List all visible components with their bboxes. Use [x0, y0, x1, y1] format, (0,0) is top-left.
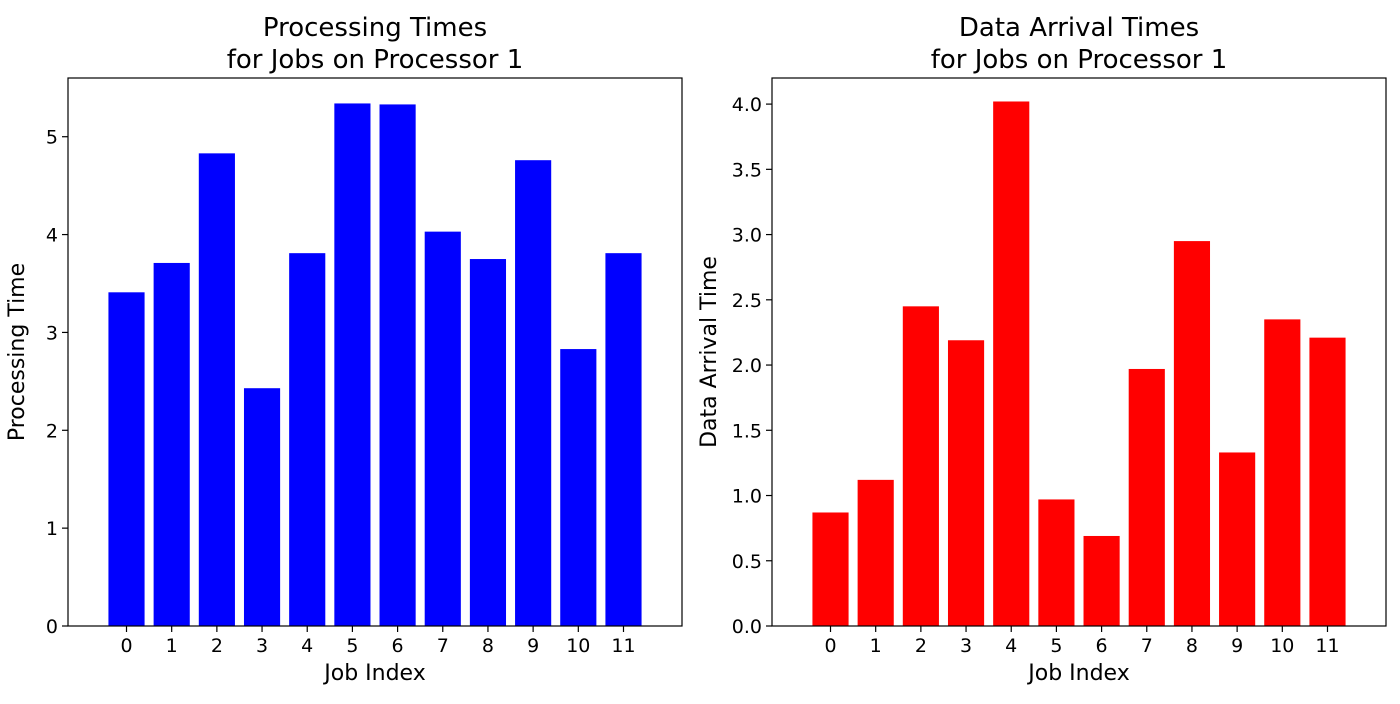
x-tick-label: 10: [1270, 635, 1294, 657]
x-tick-label: 5: [346, 635, 358, 657]
bar-11: [605, 253, 642, 626]
y-tick-label: 1: [46, 518, 58, 540]
bar-8: [469, 259, 507, 626]
x-tick-label: 9: [1231, 635, 1243, 657]
bar-7: [1128, 368, 1165, 626]
y-tick-label: 3.5: [732, 159, 762, 181]
x-tick-label: 11: [1315, 635, 1339, 657]
x-tick-label: 2: [915, 635, 927, 657]
bar-8: [1173, 241, 1211, 626]
x-tick-label: 3: [256, 635, 268, 657]
bar-6: [1083, 535, 1120, 626]
x-tick-label: 7: [437, 635, 449, 657]
x-tick-label: 0: [824, 635, 836, 657]
x-tick-label: 4: [1005, 635, 1017, 657]
y-axis-label: Data Arrival Time: [697, 256, 722, 448]
bar-1: [857, 479, 894, 626]
bar-4: [289, 253, 326, 626]
bar-9: [515, 160, 552, 626]
x-tick-label: 7: [1141, 635, 1153, 657]
plot-frame: [771, 77, 1387, 627]
x-tick-label: 10: [566, 635, 590, 657]
y-tick-label: 0: [46, 616, 58, 638]
plot-frame: [67, 77, 683, 627]
y-tick-label: 5: [46, 127, 58, 149]
x-axis-label: Job Index: [322, 661, 425, 686]
x-tick-label: 6: [392, 635, 404, 657]
y-tick-label: 2: [46, 420, 58, 442]
y-tick-label: 2.0: [732, 355, 762, 377]
y-tick-label: 1.0: [732, 486, 762, 508]
chart-title: for Jobs on Processor 1: [227, 45, 524, 75]
x-tick-label: 8: [482, 635, 494, 657]
bar-11: [1309, 337, 1346, 626]
bar-0: [812, 512, 849, 626]
y-tick-label: 0.5: [732, 551, 762, 573]
chart-title: Data Arrival Times: [959, 13, 1199, 43]
bar-6: [379, 104, 416, 626]
x-tick-label: 6: [1096, 635, 1108, 657]
y-tick-label: 4.0: [732, 94, 762, 116]
y-axis-label: Processing Time: [5, 263, 30, 441]
x-tick-label: 9: [527, 635, 539, 657]
x-tick-label: 0: [120, 635, 132, 657]
bar-1: [153, 262, 190, 626]
bar-2: [198, 153, 235, 626]
y-tick-label: 3: [46, 322, 58, 344]
y-tick-label: 2.5: [732, 290, 762, 312]
bar-9: [1219, 452, 1256, 626]
chart-1: 0 1 2 3 4 5 6 7 8 9 10 11 0.0 0.5 1.0 1.5 2.0 2.5 3.0 3.5 4.…: [697, 13, 1387, 686]
x-tick-label: 5: [1050, 635, 1062, 657]
bar-10: [1264, 319, 1301, 626]
x-tick-label: 1: [870, 635, 882, 657]
y-tick-label: 1.5: [732, 420, 762, 442]
x-tick-label: 1: [166, 635, 178, 657]
bar-2: [902, 306, 939, 626]
chart-0: 0 1 2 3 4 5 6 7 8 9 10 11 0 1 2 3 4 5 Processing Timesfor …: [5, 13, 683, 686]
bar-5: [334, 103, 371, 626]
x-tick-label: 8: [1186, 635, 1198, 657]
bar-3: [243, 388, 281, 626]
chart-title: Processing Times: [263, 13, 487, 43]
bar-4: [993, 101, 1030, 626]
bar-0: [108, 292, 145, 626]
x-axis-label: Job Index: [1026, 661, 1129, 686]
y-tick-label: 3.0: [732, 225, 762, 247]
x-tick-label: 3: [960, 635, 972, 657]
bar-10: [560, 349, 597, 626]
chart-title: for Jobs on Processor 1: [931, 45, 1228, 75]
y-tick-label: 0.0: [732, 616, 762, 638]
x-tick-label: 4: [301, 635, 313, 657]
y-tick-label: 4: [46, 225, 58, 247]
x-tick-label: 2: [211, 635, 223, 657]
bar-7: [424, 231, 461, 626]
bar-3: [947, 340, 985, 626]
x-tick-label: 11: [611, 635, 635, 657]
bar-5: [1038, 499, 1075, 626]
